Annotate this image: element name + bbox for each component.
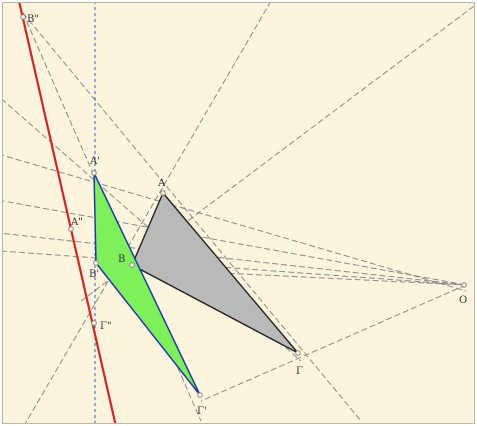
label-A1: A': [89, 156, 100, 167]
point-B[interactable]: [129, 262, 135, 268]
label-G1: Γ': [197, 406, 207, 417]
red-line: [18, 3, 117, 423]
label-G: Γ: [296, 366, 303, 377]
point-A[interactable]: [160, 190, 166, 196]
point-G2[interactable]: [91, 320, 97, 326]
construction-line: [3, 250, 467, 286]
point-B1[interactable]: [93, 260, 99, 266]
labels-layer: A B Γ A' B' Γ' A" B" Γ" O: [27, 14, 467, 417]
point-B2[interactable]: [20, 14, 26, 20]
construction-line: [3, 232, 467, 286]
point-G[interactable]: [295, 350, 301, 356]
point-G1[interactable]: [197, 392, 203, 398]
point-A1[interactable]: [91, 170, 97, 176]
label-A2: A": [70, 217, 83, 228]
construction-line: [3, 200, 467, 286]
construction-line: [3, 154, 467, 292]
label-B: B: [118, 254, 125, 265]
triangle-a1b1g1[interactable]: [93, 172, 201, 396]
label-A: A: [157, 178, 166, 189]
diagram-svg: A B Γ A' B' Γ' A" B" Γ" O: [3, 3, 474, 423]
construction-line: [22, 12, 362, 422]
label-O: O: [459, 295, 467, 306]
label-G2: Γ": [100, 321, 112, 332]
construction-line: [25, 3, 271, 423]
label-B1: B': [89, 269, 99, 280]
canvas-background: [3, 3, 474, 423]
triangle-abg[interactable]: [131, 191, 299, 354]
point-O[interactable]: [461, 282, 467, 288]
points-layer: [20, 14, 467, 398]
construction-line: [200, 284, 467, 402]
label-B2: B": [27, 14, 39, 25]
point-A2[interactable]: [68, 226, 74, 232]
